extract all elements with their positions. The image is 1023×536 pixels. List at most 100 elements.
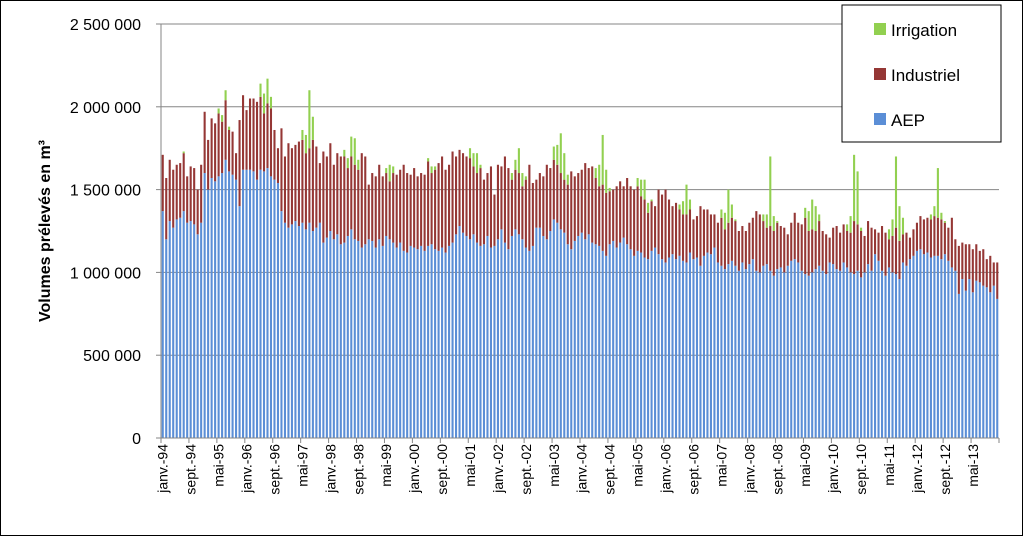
bar-industriel <box>360 153 363 248</box>
x-tick-label: mai-95 <box>211 444 227 487</box>
bar-industriel <box>713 214 716 248</box>
bar-irrigation <box>346 158 349 169</box>
bar-irrigation <box>350 136 353 157</box>
bar-industriel <box>367 184 370 240</box>
bar-aep <box>339 244 342 438</box>
x-tick-label: janv.-00 <box>406 444 422 494</box>
bar-aep <box>535 227 538 438</box>
x-tick-label: janv.-02 <box>490 444 506 494</box>
bar-industriel <box>182 153 185 212</box>
bar-irrigation <box>898 206 901 241</box>
bar-industriel <box>559 173 562 230</box>
y-tick-label: 1 000 000 <box>70 265 141 282</box>
bar-industriel <box>259 96 262 170</box>
bar-aep <box>475 242 479 438</box>
bar-industriel <box>849 232 852 273</box>
bar-irrigation <box>221 115 224 122</box>
bar-aep <box>168 221 171 438</box>
bar-industriel <box>992 262 995 286</box>
bar-aep <box>500 229 503 438</box>
bar-industriel <box>287 143 290 228</box>
bar-aep <box>758 272 761 438</box>
bar-aep <box>542 235 545 438</box>
bar-industriel <box>971 249 974 293</box>
bar-irrigation <box>769 156 772 227</box>
bar-industriel <box>954 239 957 271</box>
bar-aep <box>688 252 692 438</box>
x-tick-label: mai-09 <box>797 444 813 487</box>
bar-industriel <box>633 189 636 256</box>
bar-aep <box>961 279 964 438</box>
bar-industriel <box>409 174 412 246</box>
bar-industriel <box>797 222 800 263</box>
bar-industriel <box>867 221 870 265</box>
bar-aep <box>926 252 929 438</box>
bar-aep <box>821 270 824 438</box>
bar-industriel <box>451 151 454 243</box>
bar-aep <box>971 292 974 438</box>
bar-aep <box>713 247 716 438</box>
bar-irrigation <box>891 219 894 236</box>
bar-aep <box>723 269 726 438</box>
bar-aep <box>598 245 601 438</box>
x-tick-label: sept.-10 <box>853 444 869 495</box>
bar-industriel <box>978 250 981 283</box>
bar-irrigation <box>811 199 814 230</box>
bar-aep <box>947 260 950 438</box>
bar-industriel <box>681 214 685 261</box>
bar-aep <box>235 179 238 438</box>
bar-aep <box>276 182 280 438</box>
bar-industriel <box>919 216 922 250</box>
bar-irrigation <box>594 168 597 179</box>
bar-aep <box>563 232 566 438</box>
bar-aep <box>860 277 863 438</box>
bar-industriel <box>514 169 517 230</box>
bar-aep <box>486 235 489 438</box>
bar-irrigation <box>308 90 311 149</box>
bar-aep <box>605 255 608 438</box>
bar-aep <box>779 267 782 438</box>
y-axis-label: Volumes prélevés en m³ <box>37 140 54 322</box>
bar-industriel <box>786 234 789 266</box>
bar-aep <box>786 265 789 438</box>
bar-industriel <box>870 227 873 271</box>
bar-industriel <box>280 128 283 212</box>
bar-industriel <box>479 168 482 246</box>
bar-aep <box>793 259 796 438</box>
bar-aep <box>430 244 433 438</box>
bar-industriel <box>482 179 486 245</box>
bar-aep <box>933 255 936 438</box>
bar-aep <box>510 235 513 438</box>
bar-irrigation <box>814 206 817 231</box>
bar-industriel <box>657 189 660 255</box>
bar-irrigation <box>685 184 688 215</box>
bar-aep <box>950 267 953 438</box>
bar-aep <box>978 282 981 438</box>
bar-industriel <box>510 179 513 236</box>
bar-aep <box>681 260 685 438</box>
bar-aep <box>633 255 636 438</box>
bar-industriel <box>465 156 468 236</box>
bar-industriel <box>695 216 699 258</box>
bar-irrigation <box>182 151 185 154</box>
bar-industriel <box>468 158 472 240</box>
bar-industriel <box>877 232 880 261</box>
x-tick-label: sept.-98 <box>350 444 366 495</box>
bar-aep <box>336 234 339 438</box>
bar-irrigation <box>343 149 346 157</box>
bar-aep <box>622 237 625 438</box>
bar-industriel <box>654 206 657 248</box>
bar-aep <box>709 254 712 438</box>
bar-irrigation <box>856 171 859 225</box>
bar-aep <box>870 270 873 438</box>
bar-aep <box>175 219 178 438</box>
bar-aep <box>304 229 307 438</box>
bar-aep <box>228 171 231 438</box>
bar-industriel <box>552 159 555 220</box>
bar-industriel <box>587 168 590 235</box>
bar-industriel <box>723 229 726 270</box>
bar-industriel <box>413 168 416 248</box>
bar-industriel <box>322 151 325 243</box>
bar-aep <box>343 242 346 438</box>
